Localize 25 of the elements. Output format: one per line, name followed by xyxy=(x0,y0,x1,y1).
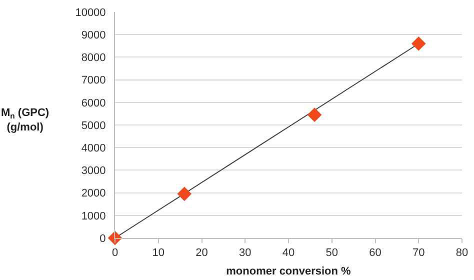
x-tick-label: 30 xyxy=(239,247,252,260)
y-tick-label: 8000 xyxy=(81,52,106,64)
y-tick-label: 7000 xyxy=(81,74,106,87)
x-tick-label: 0 xyxy=(112,247,118,260)
y-tick-label: 9000 xyxy=(81,29,106,42)
x-tick-label: 50 xyxy=(326,247,338,260)
y-axis-title: M$_{n}$ (GPC) (g/mol) xyxy=(1,107,50,134)
x-tick-label: 20 xyxy=(196,247,208,260)
x-tick-label: 40 xyxy=(282,247,295,260)
y-tick-label: 6000 xyxy=(81,97,106,110)
point xyxy=(411,36,426,51)
y-tick-label: 0 xyxy=(100,232,106,245)
x-tick-label: 10 xyxy=(152,247,165,260)
point xyxy=(307,108,322,122)
y-tick-label: 10000 xyxy=(75,6,106,19)
x-tick-label: 70 xyxy=(412,247,425,260)
y-tick-label: 1000 xyxy=(81,210,106,222)
y-tick-label: 2000 xyxy=(81,188,106,200)
y-tick-label: 3000 xyxy=(81,165,106,178)
point xyxy=(177,186,192,202)
x-axis-title: monomer conversion % xyxy=(226,265,352,278)
y-tick-label: 4000 xyxy=(81,142,106,154)
x-tick-label: 60 xyxy=(369,247,382,260)
x-tick-label: 80 xyxy=(456,247,468,260)
y-tick-label: 5000 xyxy=(81,120,106,132)
